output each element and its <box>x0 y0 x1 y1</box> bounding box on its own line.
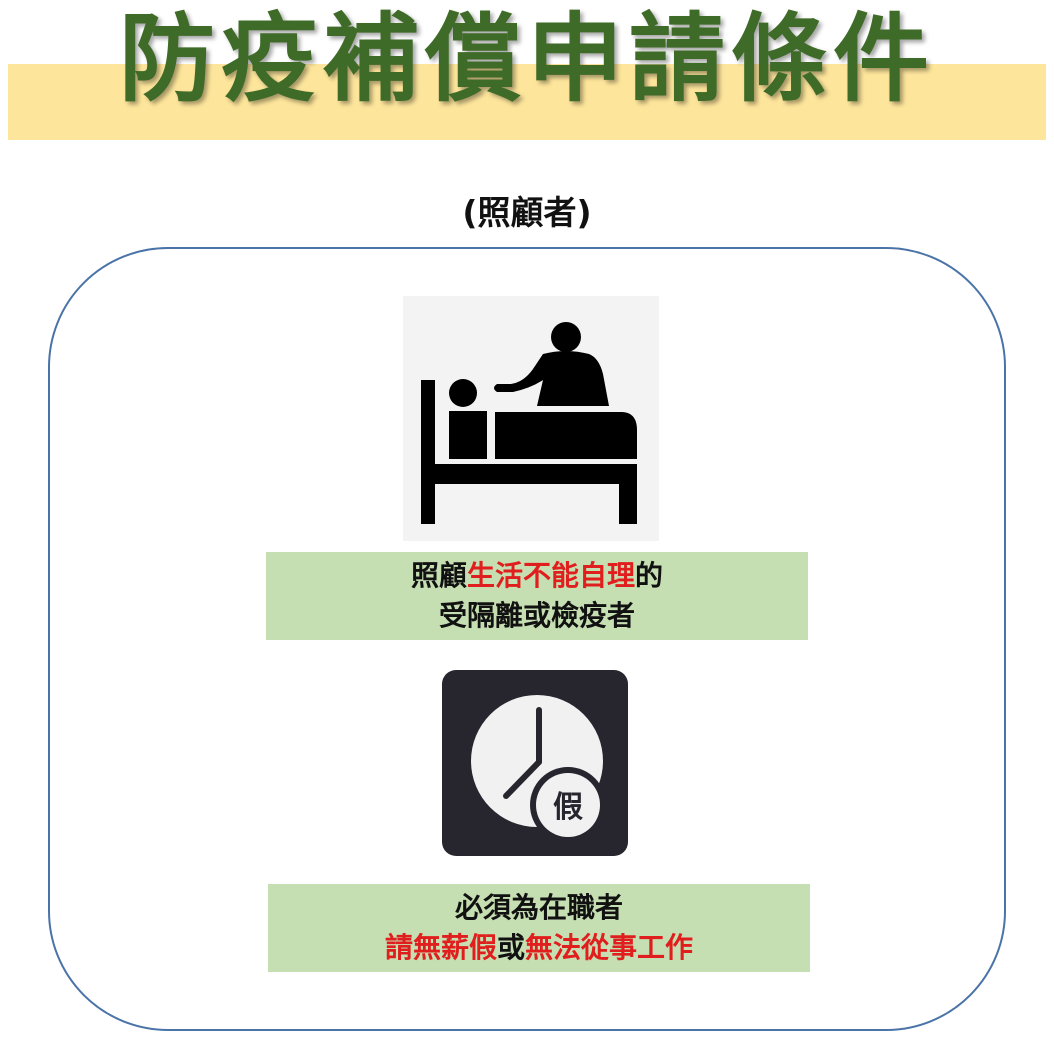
clock-badge-text: 假 <box>553 790 583 825</box>
condition-caregiver-panel: 照顧生活不能自理的 受隔離或檢疫者 <box>266 552 808 640</box>
conditions-card <box>48 247 1006 1031</box>
page-title: 防疫補償申請條件 <box>119 3 935 115</box>
caregiver-bed-icon <box>403 296 659 541</box>
title-highlight-band <box>8 64 1046 140</box>
condition-employee-panel: 必須為在職者 請無薪假或無法從事工作 <box>268 884 810 972</box>
page-subtitle: (照顧者) <box>462 193 592 232</box>
unpaid-leave-highlight: 請無薪假 <box>384 931 497 964</box>
caregiver-text: 照顧 <box>410 559 467 592</box>
condition-employee-line2: 請無薪假或無法從事工作 <box>268 928 810 968</box>
particle-text: 的 <box>635 559 664 592</box>
condition-caregiver-line1: 照顧生活不能自理的 <box>266 556 808 596</box>
unable-to-work-highlight: 無法從事工作 <box>525 931 694 964</box>
clock-leave-icon: 假 <box>442 670 628 856</box>
condition-employee-line1: 必須為在職者 <box>454 891 623 924</box>
or-text: 或 <box>496 931 525 964</box>
not-self-care-highlight: 生活不能自理 <box>466 559 635 592</box>
condition-caregiver-line2: 受隔離或檢疫者 <box>438 599 635 632</box>
